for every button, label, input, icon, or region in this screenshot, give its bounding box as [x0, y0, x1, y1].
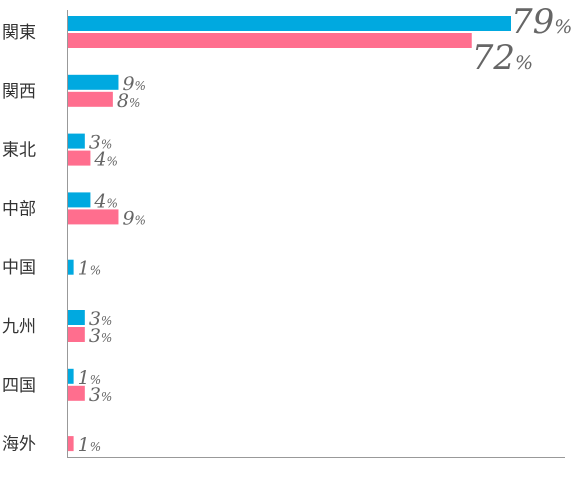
value-label: 72%: [472, 38, 533, 78]
value-label: 3%: [89, 325, 113, 347]
bar-series-1: [68, 74, 119, 90]
value-label: 4%: [93, 149, 118, 171]
value-label: 3%: [89, 132, 113, 154]
value-label: 8%: [117, 90, 140, 112]
category-label: 関東: [2, 23, 36, 43]
bar-series-1: [68, 133, 85, 149]
bar-series-2: [68, 209, 119, 225]
value-label: 9%: [122, 207, 146, 229]
bar-series-2: [68, 91, 113, 107]
category-label: 海外: [2, 435, 36, 455]
bar-series-2: [68, 33, 472, 48]
value-label: 1%: [78, 434, 102, 456]
category-label: 四国: [2, 376, 36, 396]
bar-series-1: [68, 310, 85, 325]
value-label: 9%: [122, 73, 146, 95]
value-labels: 79%72%9%8%3%4%4%9%1%3%3%1%3%1%: [78, 2, 573, 456]
bar-series-1: [68, 368, 74, 384]
bar-series-1: [68, 192, 91, 208]
bars: [68, 16, 511, 452]
category-label: 関西: [2, 82, 36, 102]
category-label: 中国: [2, 258, 36, 278]
value-label: 3%: [89, 308, 113, 330]
category-label: 九州: [2, 317, 36, 337]
bar-series-2: [68, 436, 74, 452]
bar-series-2: [68, 150, 91, 166]
category-label: 東北: [2, 141, 36, 161]
bar-series-2: [68, 327, 85, 342]
value-label: 1%: [78, 367, 102, 389]
bar-series-2: [68, 385, 85, 401]
bar-series-1: [68, 259, 74, 275]
value-label: 1%: [78, 258, 102, 280]
value-label: 3%: [89, 384, 113, 406]
bar-series-1: [68, 16, 511, 31]
value-label: 4%: [93, 190, 118, 212]
value-label: 79%: [511, 2, 572, 42]
category-label: 中部: [2, 199, 36, 219]
